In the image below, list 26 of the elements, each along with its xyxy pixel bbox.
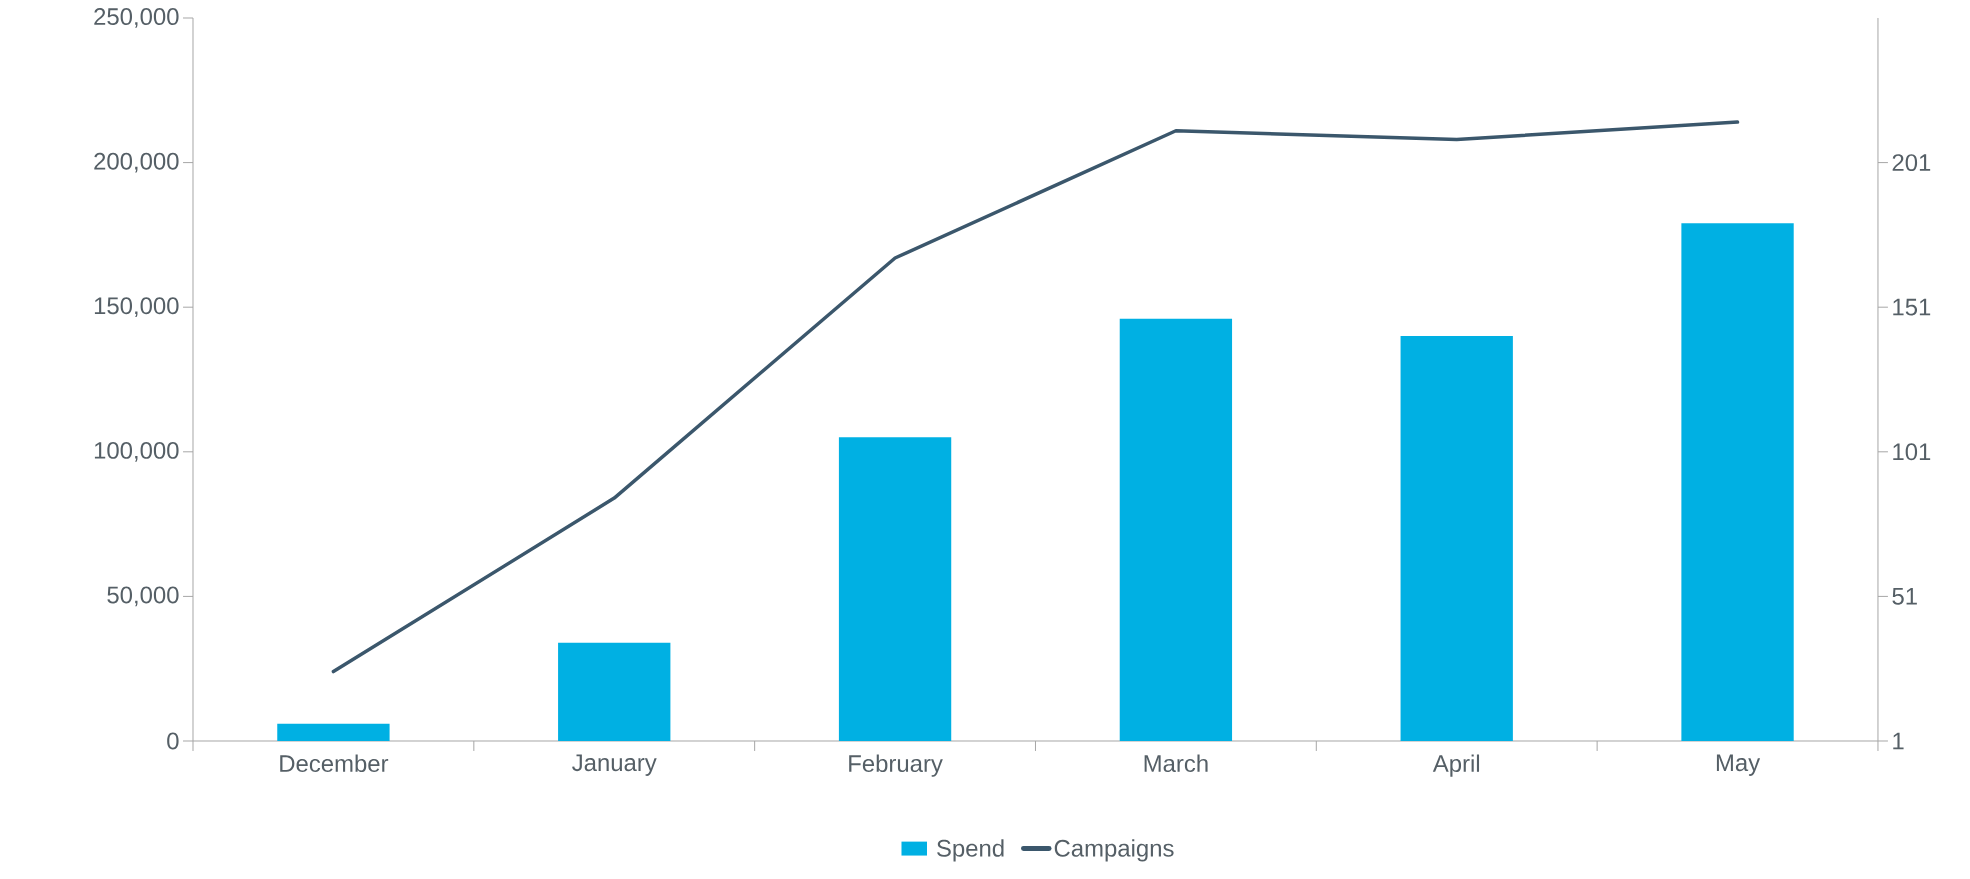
y-tick-label: 100,000: [94, 441, 179, 462]
y-tick-label: 0: [167, 732, 179, 750]
legend-label: Campaigns: [1054, 839, 1174, 862]
y2-tick-label: 101: [1893, 443, 1931, 461]
x-tick-label: April: [1432, 754, 1480, 777]
bar: [1119, 318, 1233, 741]
legend-label: Spend: [937, 839, 1004, 862]
y-tick-label: 200,000: [94, 152, 179, 173]
bar: [1400, 336, 1513, 741]
bar: [277, 723, 390, 741]
y2-tick-label: 51: [1892, 588, 1917, 605]
x-tick-label: December: [280, 754, 389, 773]
x-tick-label: February: [849, 754, 943, 777]
bar: [1681, 223, 1794, 741]
x-tick-label: March: [1144, 754, 1208, 773]
y-tick-label: 250,000: [94, 8, 179, 28]
x-tick-label: May: [1716, 754, 1761, 776]
bar: [838, 437, 952, 741]
y2-tick-label: 201: [1892, 154, 1931, 172]
x-tick-label: January: [572, 754, 657, 776]
y-tick-label: 50,000: [107, 586, 179, 607]
y2-tick-label: 1: [1893, 732, 1904, 750]
line-series: [331, 120, 1740, 674]
y-tick-label: 150,000: [94, 297, 179, 318]
y2-tick-label: 151: [1893, 298, 1931, 316]
bar: [558, 642, 671, 741]
